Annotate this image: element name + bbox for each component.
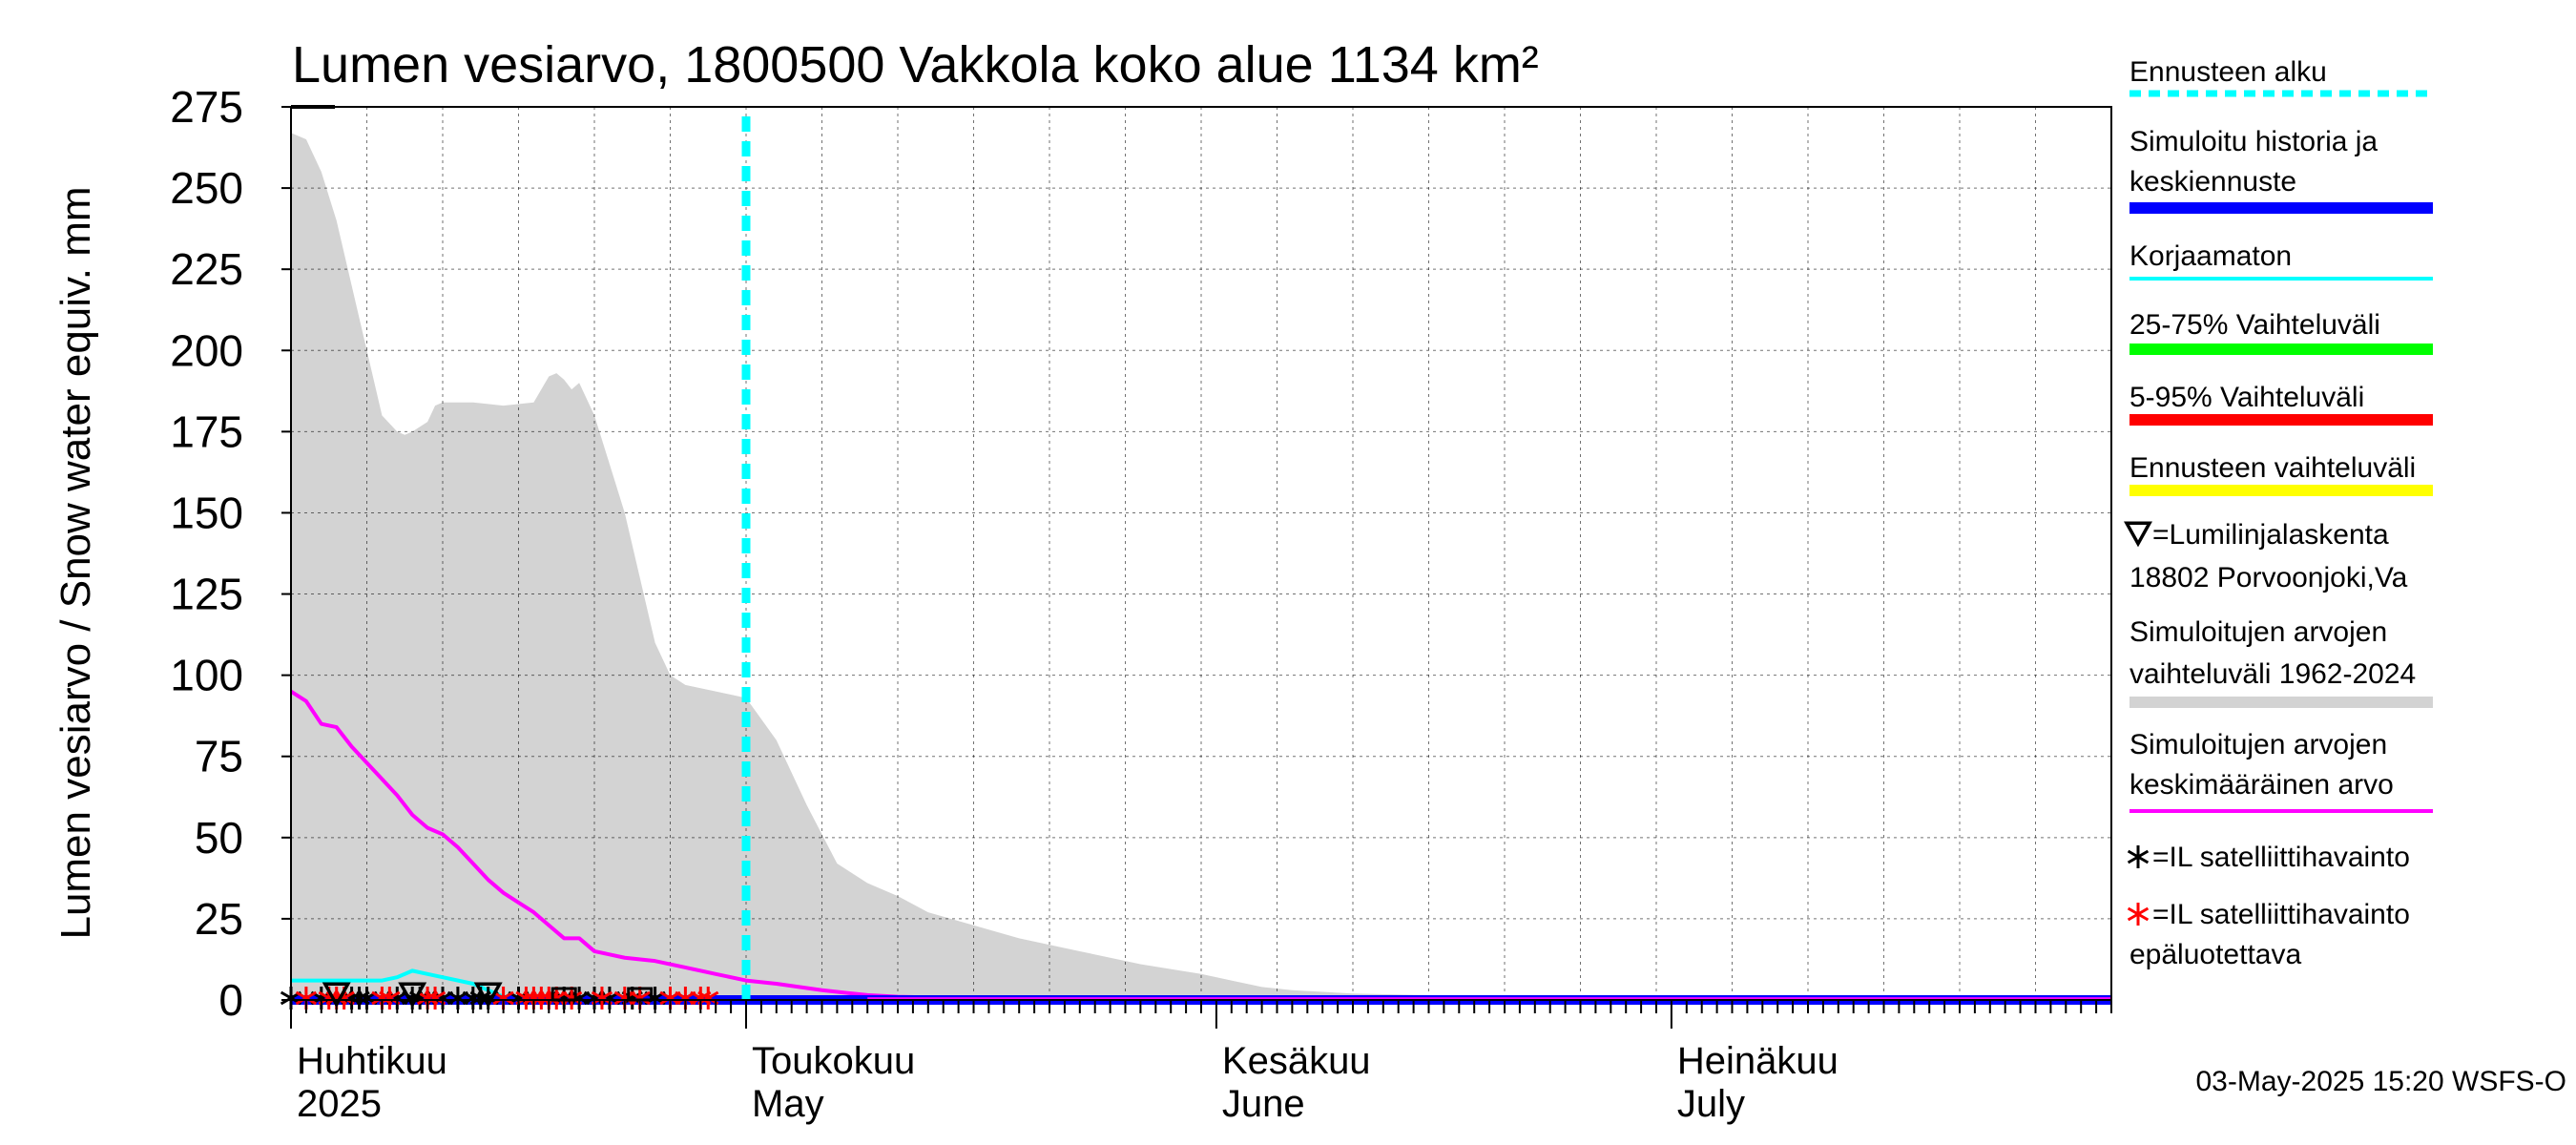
y-tick-label: 150 (170, 488, 243, 537)
legend-item: Simuloitujen arvojen vaihteluväli 1962-20… (2129, 616, 2433, 708)
x-month-label-fi: Huhtikuu (297, 1040, 447, 1082)
snow-course-marker (398, 982, 427, 1009)
legend-label: Ennusteen vaihteluväli (2129, 452, 2416, 484)
y-tick-label: 225 (170, 244, 243, 294)
legend-item: 5-95% Vaihteluväli (2129, 382, 2433, 426)
legend-label-line2: vaihteluväli 1962-2024 (2129, 658, 2416, 690)
chart-title: Lumen vesiarvo, 1800500 Vakkola koko alu… (292, 36, 1539, 94)
legend-item: Korjaamaton (2129, 240, 2433, 281)
legend-label: Simuloitujen arvojen (2129, 729, 2387, 760)
legend-triangle-icon (2124, 521, 2152, 548)
legend-label: Simuloitujen arvojen (2129, 616, 2387, 648)
il-satellite-unreliable-marker (697, 987, 719, 1010)
y-tick-label: 50 (195, 813, 243, 863)
il-satellite-unreliable-marker (561, 987, 583, 1010)
legend-item: =IL satelliittihavainto (2127, 842, 2410, 873)
legend-item: =Lumilinjalaskenta 18802 Porvoonjoki,Va (2124, 519, 2408, 593)
x-month-label-fi: Toukokuu (752, 1040, 915, 1082)
x-month-label-en: May (752, 1083, 824, 1125)
y-axis-ticks: 0 25 50 75 100 125 150 175 200 225 250 275 (170, 82, 291, 1025)
y-tick-label: 175 (170, 406, 243, 456)
legend-label-line2: epäluotettava (2129, 939, 2301, 970)
x-month-label-en: 2025 (297, 1083, 382, 1125)
legend-label-line2: keskimääräinen arvo (2129, 769, 2394, 801)
il-satellite-unreliable-marker (424, 987, 447, 1010)
x-month-label-en: June (1222, 1083, 1305, 1125)
plot-area (280, 105, 2112, 1010)
il-satellite-unreliable-marker (379, 987, 401, 1010)
y-tick-label: 275 (170, 82, 243, 132)
snow-course-marker (473, 982, 503, 1009)
legend-label: Simuloitu historia ja (2129, 126, 2378, 157)
legend-label: Korjaamaton (2129, 240, 2292, 272)
legend-item: =IL satelliittihavainto epäluotettava (2127, 899, 2410, 970)
legend-label: =IL satelliittihavainto (2152, 899, 2410, 930)
legend-item: Ennusteen vaihteluväli (2129, 452, 2433, 496)
y-tick-label: 0 (218, 975, 243, 1025)
x-month-label-fi: Heinäkuu (1677, 1040, 1839, 1082)
legend-label: =IL satelliittihavainto (2152, 842, 2410, 873)
legend-item: 25-75% Vaihteluväli (2129, 309, 2433, 355)
legend-label-line2: keskiennuste (2129, 166, 2296, 198)
x-month-label-en: July (1677, 1083, 1745, 1125)
y-tick-label: 200 (170, 325, 243, 375)
legend-label-line2: 18802 Porvoonjoki,Va (2129, 562, 2408, 593)
legend-item: Simuloitu historia ja keskiennuste (2129, 126, 2433, 214)
legend-label: Ennusteen alku (2129, 56, 2327, 88)
legend-item: Ennusteen alku (2129, 56, 2433, 97)
y-tick-label: 25 (195, 894, 243, 944)
snow-course-marker (322, 982, 351, 1009)
y-tick-label: 250 (170, 163, 243, 213)
legend: Ennusteen alku Simuloitu historia ja keski… (2124, 56, 2433, 970)
x-month-label-fi: Kesäkuu (1222, 1040, 1371, 1082)
il-satellite-unreliable-marker (591, 987, 613, 1010)
legend-label: 5-95% Vaihteluväli (2129, 382, 2364, 413)
y-tick-label: 125 (170, 570, 243, 619)
y-tick-label: 75 (195, 732, 243, 781)
y-tick-label: 100 (170, 651, 243, 700)
legend-star-icon (2127, 903, 2150, 926)
legend-label: =Lumilinjalaskenta (2152, 519, 2389, 551)
y-axis-label: Lumen vesiarvo / Snow water equiv. mm (52, 186, 99, 939)
legend-item: Simuloitujen arvojen keskimääräinen arvo (2129, 729, 2433, 813)
timestamp-label: 03-May-2025 15:20 WSFS-O (2196, 1066, 2567, 1097)
legend-star-icon (2127, 845, 2150, 868)
legend-label: 25-75% Vaihteluväli (2129, 309, 2380, 341)
